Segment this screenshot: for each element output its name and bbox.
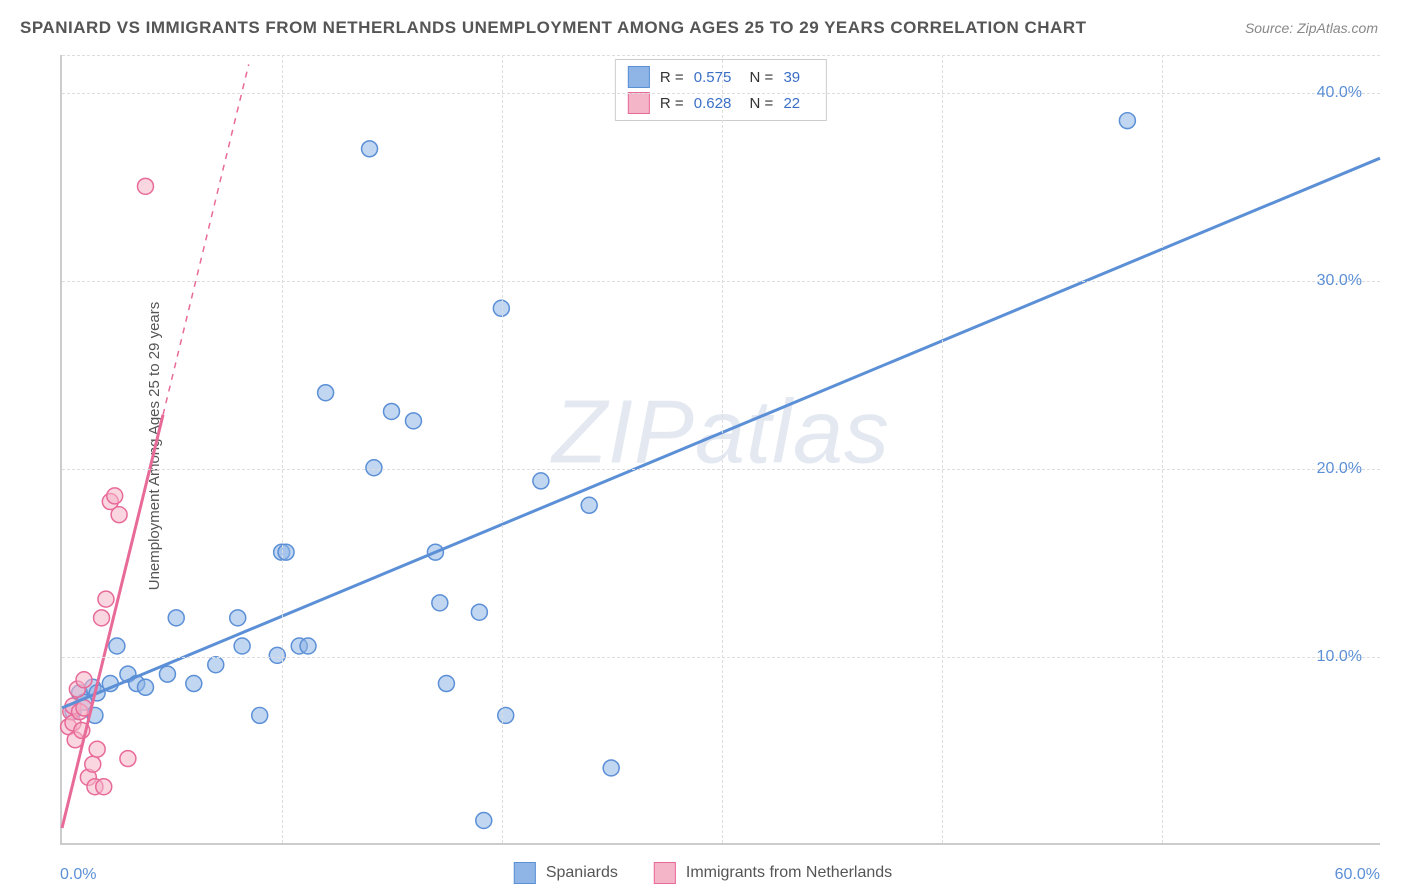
regression-line [62, 158, 1380, 708]
gridline-v [722, 55, 723, 843]
regression-line [62, 415, 163, 828]
scatter-point [252, 707, 268, 723]
scatter-point [603, 760, 619, 776]
scatter-point [533, 473, 549, 489]
scatter-point [300, 638, 316, 654]
scatter-point [230, 610, 246, 626]
y-tick-label: 10.0% [1317, 648, 1362, 666]
x-tick-label: 60.0% [1335, 866, 1380, 884]
legend-series-label: Spaniards [546, 864, 618, 882]
chart-plot-area: ZIPatlas R = 0.575 N = 39 R = 0.628 N = … [60, 55, 1380, 845]
scatter-point [318, 385, 334, 401]
scatter-point [186, 676, 202, 692]
scatter-point [85, 756, 101, 772]
scatter-point [405, 413, 421, 429]
gridline-h [62, 55, 1380, 56]
y-tick-label: 20.0% [1317, 460, 1362, 478]
scatter-point [89, 741, 105, 757]
x-tick-label: 0.0% [60, 866, 96, 884]
y-tick-label: 40.0% [1317, 84, 1362, 102]
legend-series-label: Immigrants from Netherlands [686, 864, 892, 882]
scatter-point [1119, 113, 1135, 129]
y-tick-label: 30.0% [1317, 272, 1362, 290]
scatter-point [120, 751, 136, 767]
legend-stats: R = 0.575 N = 39 R = 0.628 N = 22 [615, 59, 827, 121]
scatter-point [107, 488, 123, 504]
regression-line-extrapolated [163, 64, 249, 414]
scatter-point [234, 638, 250, 654]
n-label: N = [750, 69, 774, 86]
scatter-point [471, 604, 487, 620]
r-label: R = [660, 69, 684, 86]
scatter-point [137, 679, 153, 695]
legend-series-item: Immigrants from Netherlands [654, 862, 892, 884]
r-value: 0.575 [694, 69, 732, 86]
scatter-point [96, 779, 112, 795]
chart-title: SPANIARD VS IMMIGRANTS FROM NETHERLANDS … [20, 18, 1087, 38]
scatter-point [159, 666, 175, 682]
legend-swatch-icon [628, 92, 650, 114]
r-label: R = [660, 95, 684, 112]
n-label: N = [750, 95, 774, 112]
scatter-point [384, 403, 400, 419]
scatter-point [168, 610, 184, 626]
legend-r-stat: R = 0.628 N = 22 [660, 95, 814, 112]
legend-swatch-icon [628, 66, 650, 88]
scatter-point [98, 591, 114, 607]
legend-series: Spaniards Immigrants from Netherlands [514, 862, 892, 884]
scatter-point [498, 707, 514, 723]
n-value: 39 [783, 69, 800, 86]
scatter-point [76, 672, 92, 688]
scatter-point [476, 813, 492, 829]
legend-swatch-icon [654, 862, 676, 884]
scatter-point [94, 610, 110, 626]
gridline-h [62, 657, 1380, 658]
gridline-h [62, 93, 1380, 94]
gridline-v [942, 55, 943, 843]
scatter-point [438, 676, 454, 692]
legend-stats-row: R = 0.575 N = 39 [628, 64, 814, 90]
scatter-plot-svg [62, 55, 1380, 843]
legend-swatch-icon [514, 862, 536, 884]
source-attribution: Source: ZipAtlas.com [1245, 20, 1378, 36]
scatter-point [432, 595, 448, 611]
scatter-point [366, 460, 382, 476]
scatter-point [278, 544, 294, 560]
r-value: 0.628 [694, 95, 732, 112]
legend-series-item: Spaniards [514, 862, 618, 884]
gridline-h [62, 281, 1380, 282]
n-value: 22 [783, 95, 800, 112]
scatter-point [208, 657, 224, 673]
gridline-v [1162, 55, 1163, 843]
gridline-v [282, 55, 283, 843]
scatter-point [109, 638, 125, 654]
scatter-point [111, 507, 127, 523]
scatter-point [581, 497, 597, 513]
scatter-point [137, 178, 153, 194]
gridline-v [502, 55, 503, 843]
legend-r-stat: R = 0.575 N = 39 [660, 69, 814, 86]
scatter-point [362, 141, 378, 157]
gridline-h [62, 469, 1380, 470]
legend-stats-row: R = 0.628 N = 22 [628, 90, 814, 116]
